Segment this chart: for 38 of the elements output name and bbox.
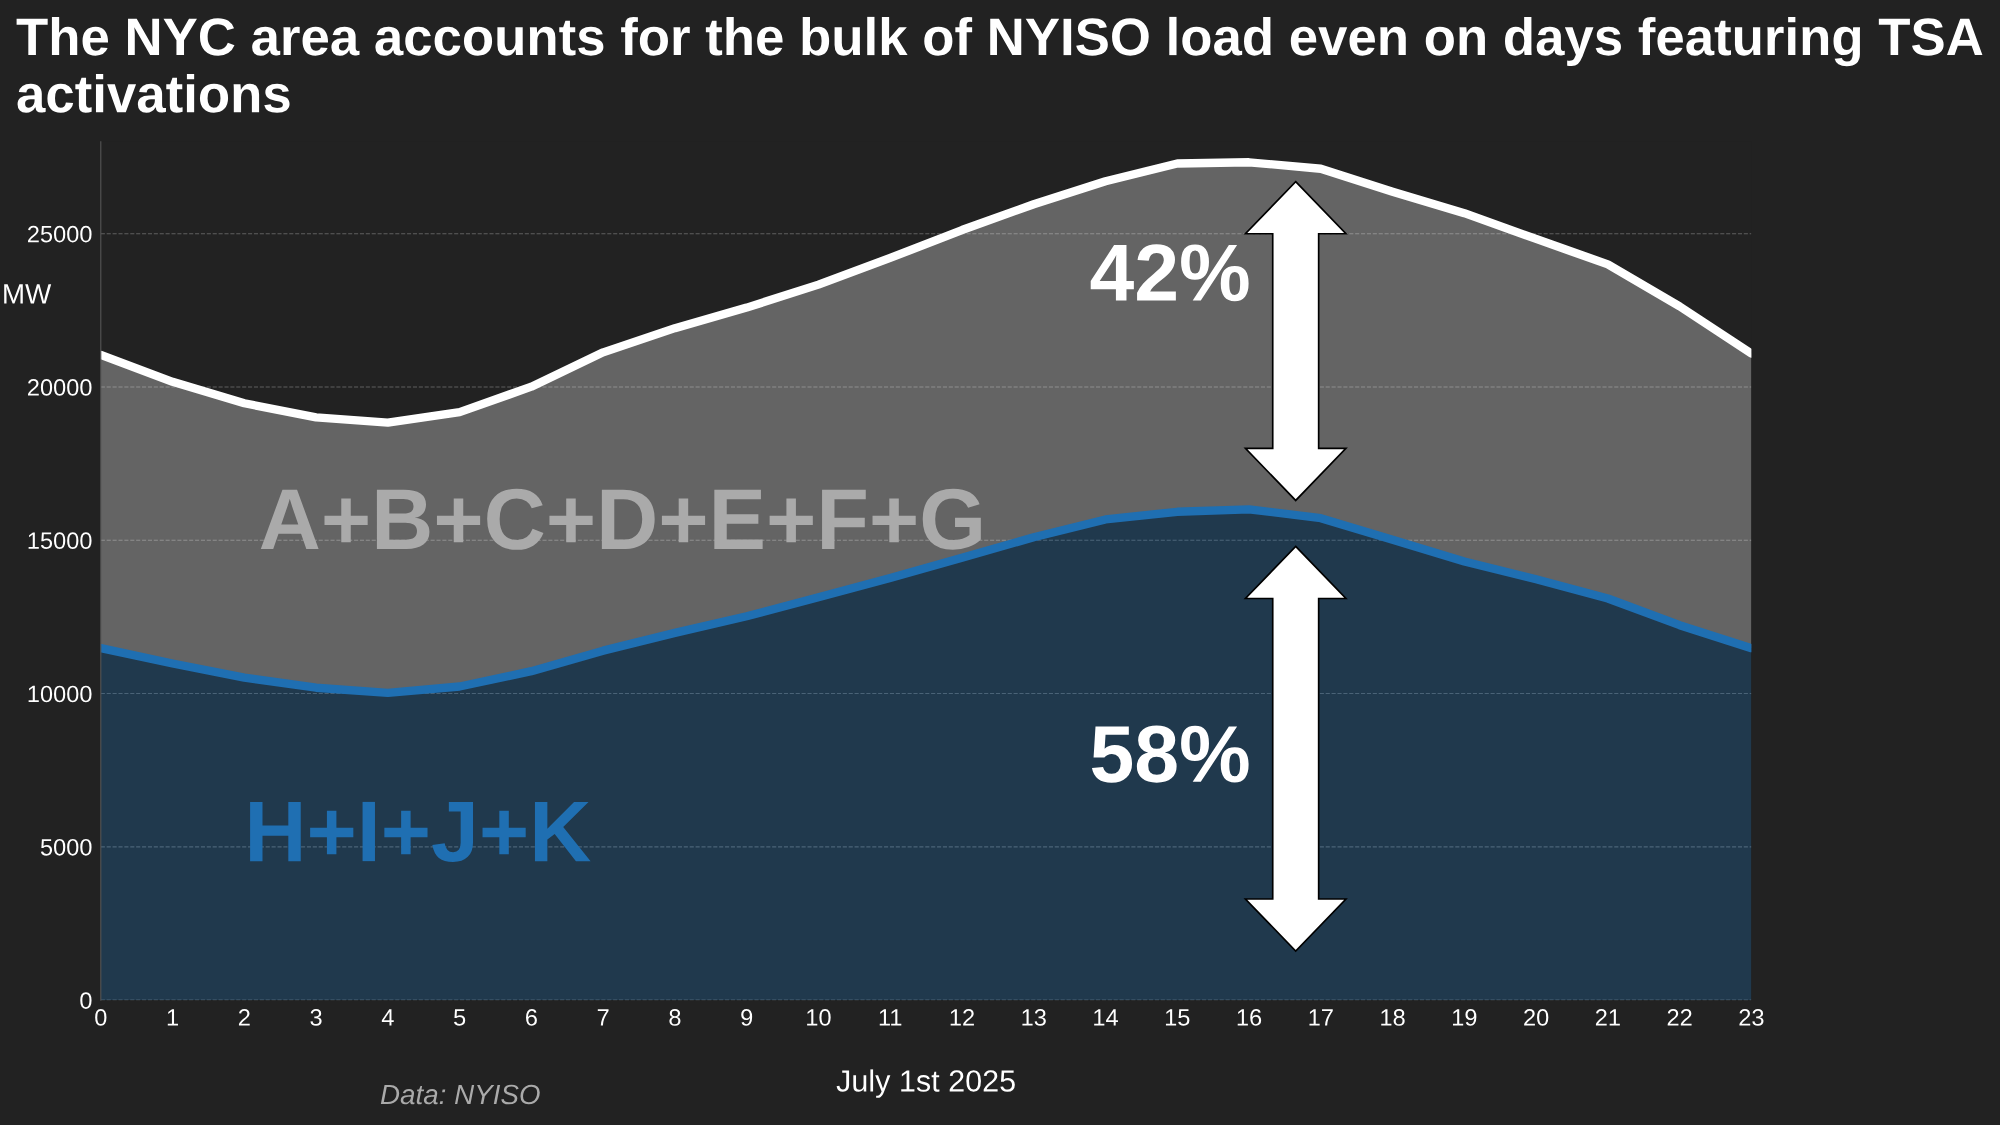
x-tick-label: 9 [741, 1009, 753, 1026]
x-tick-label: 17 [1309, 1009, 1333, 1026]
x-tick-label: 15 [1165, 1009, 1190, 1026]
x-tick-label: 21 [1595, 1009, 1620, 1026]
x-tick-label: 16 [1237, 1009, 1262, 1026]
y-tick-label: 25000 [28, 225, 92, 243]
series-label: H+I+J+K [250, 801, 591, 862]
x-tick-label: 23 [1739, 1009, 1764, 1026]
y-tick-label: 10000 [28, 685, 92, 703]
x-tick-label: 19 [1453, 1009, 1477, 1026]
x-tick-label: 12 [950, 1009, 974, 1026]
text: Data: NYISO [380, 1084, 540, 1105]
x-tick-label: 11 [879, 1009, 902, 1026]
x-tick-label: 1 [167, 1009, 178, 1026]
y-axis-title: MW [4, 284, 52, 304]
x-tick-label: 6 [526, 1009, 537, 1026]
x-tick-label: 8 [669, 1009, 681, 1026]
x-tick-label: 0 [95, 1009, 107, 1026]
x-tick-label: 13 [1022, 1009, 1046, 1026]
x-axis-title: July 1st 2025 [836, 1069, 1015, 1098]
x-tick-label: 14 [1094, 1009, 1118, 1026]
x-tick-label: 5 [454, 1009, 466, 1026]
x-tick-label: 2 [238, 1009, 250, 1026]
y-tick-label: 15000 [28, 532, 92, 550]
y-tick-label: 0 [80, 992, 92, 1009]
x-tick-label: 3 [310, 1009, 322, 1026]
y-tick-label: 20000 [28, 379, 92, 396]
x-tick-label: 22 [1667, 1009, 1692, 1026]
x-tick-label: 20 [1524, 1009, 1549, 1026]
annotation: 42% [1090, 244, 1249, 302]
annotation: 58% [1091, 725, 1249, 783]
x-tick-label: 18 [1381, 1009, 1405, 1026]
series-label: A+B+C+D+E+F+G [260, 488, 981, 550]
chart-title: The NYC area accounts for the bulk of NYISO load even on days featuring TSA activations [16, 16, 1983, 113]
x-tick-label: 7 [597, 1009, 609, 1026]
y-tick-label: 5000 [40, 838, 92, 856]
x-tick-label: 10 [807, 1009, 831, 1026]
x-tick-label: 4 [381, 1009, 394, 1026]
